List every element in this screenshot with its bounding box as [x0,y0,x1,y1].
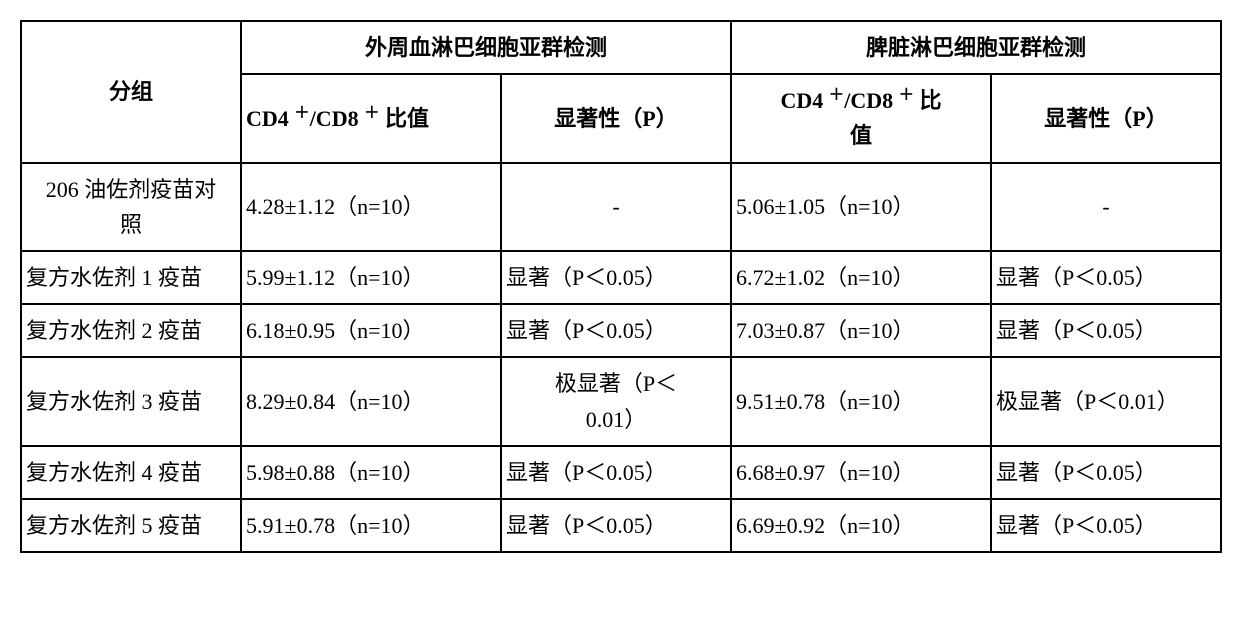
cell-sig-peripheral: 显著（P＜0.05） [501,251,731,304]
cell-ratio-spleen: 5.06±1.05（n=10） [731,163,991,251]
cell-group: 复方水佐剂 1 疫苗 [21,251,241,304]
cell-ratio-spleen: 6.72±1.02（n=10） [731,251,991,304]
col-header-peripheral: 外周血淋巴细胞亚群检测 [241,21,731,74]
table-row: 复方水佐剂 4 疫苗 5.98±0.88（n=10） 显著（P＜0.05） 6.… [21,446,1221,499]
cell-group: 206 油佐剂疫苗对 照 [21,163,241,251]
col-header-sig-spleen: 显著性（P） [991,74,1221,162]
header-row-1: 分组 外周血淋巴细胞亚群检测 脾脏淋巴细胞亚群检测 [21,21,1221,74]
col-header-spleen: 脾脏淋巴细胞亚群检测 [731,21,1221,74]
cell-ratio-peripheral: 5.98±0.88（n=10） [241,446,501,499]
table-row: 复方水佐剂 2 疫苗 6.18±0.95（n=10） 显著（P＜0.05） 7.… [21,304,1221,357]
cell-group: 复方水佐剂 4 疫苗 [21,446,241,499]
cell-sig-spleen: 显著（P＜0.05） [991,446,1221,499]
cell-ratio-peripheral: 5.91±0.78（n=10） [241,499,501,552]
cell-ratio-spleen: 9.51±0.78（n=10） [731,357,991,445]
table-row: 复方水佐剂 5 疫苗 5.91±0.78（n=10） 显著（P＜0.05） 6.… [21,499,1221,552]
col-header-ratio-peripheral: CD4 ＋/CD8 ＋ 比值 [241,74,501,162]
cell-sig-spleen: 显著（P＜0.05） [991,499,1221,552]
cell-ratio-spleen: 7.03±0.87（n=10） [731,304,991,357]
cell-sig-peripheral: 极显著（P＜ 0.01） [501,357,731,445]
table-row: 复方水佐剂 3 疫苗 8.29±0.84（n=10） 极显著（P＜ 0.01） … [21,357,1221,445]
col-header-sig-peripheral: 显著性（P） [501,74,731,162]
cell-sig-spleen: 显著（P＜0.05） [991,304,1221,357]
cell-ratio-peripheral: 8.29±0.84（n=10） [241,357,501,445]
cell-group: 复方水佐剂 2 疫苗 [21,304,241,357]
cell-group: 复方水佐剂 5 疫苗 [21,499,241,552]
cell-ratio-peripheral: 4.28±1.12（n=10） [241,163,501,251]
cell-sig-spleen: 显著（P＜0.05） [991,251,1221,304]
table-row: 复方水佐剂 1 疫苗 5.99±1.12（n=10） 显著（P＜0.05） 6.… [21,251,1221,304]
table-row: 206 油佐剂疫苗对 照 4.28±1.12（n=10） - 5.06±1.05… [21,163,1221,251]
cell-ratio-spleen: 6.68±0.97（n=10） [731,446,991,499]
col-header-ratio-spleen: CD4 ＋/CD8 ＋ 比值 [731,74,991,162]
cell-sig-peripheral: - [501,163,731,251]
cell-ratio-peripheral: 6.18±0.95（n=10） [241,304,501,357]
cell-sig-spleen: 极显著（P＜0.01） [991,357,1221,445]
cell-sig-peripheral: 显著（P＜0.05） [501,446,731,499]
lymphocyte-subset-table: 分组 外周血淋巴细胞亚群检测 脾脏淋巴细胞亚群检测 CD4 ＋/CD8 ＋ 比值… [20,20,1222,553]
cell-sig-peripheral: 显著（P＜0.05） [501,499,731,552]
cell-sig-peripheral: 显著（P＜0.05） [501,304,731,357]
cell-ratio-spleen: 6.69±0.92（n=10） [731,499,991,552]
col-header-group: 分组 [21,21,241,163]
cell-sig-spleen: - [991,163,1221,251]
cell-group: 复方水佐剂 3 疫苗 [21,357,241,445]
cell-ratio-peripheral: 5.99±1.12（n=10） [241,251,501,304]
